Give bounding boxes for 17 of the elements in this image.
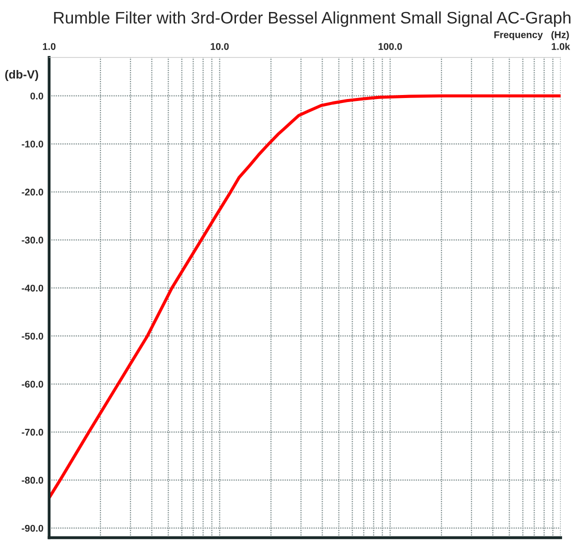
y-tick-label: 0.0 [30, 92, 44, 100]
y-tick-label: -10.0 [22, 140, 44, 148]
y-tick-label: -50.0 [22, 332, 44, 340]
y-tick-label: -90.0 [22, 524, 44, 532]
y-tick-label: -30.0 [22, 236, 44, 244]
x-tick-label: 1.0k [552, 42, 570, 50]
x-axis-title: Frequency (Hz) [494, 31, 569, 40]
y-tick-label: -40.0 [22, 284, 44, 292]
y-tick-label: -20.0 [22, 188, 44, 196]
x-tick-label: 1.0 [42, 43, 56, 50]
y-axis-title: (db-V) [5, 70, 38, 81]
x-tick-label: 100.0 [378, 43, 402, 50]
x-tick-label: 10.0 [210, 43, 229, 50]
y-tick-label: -80.0 [22, 476, 44, 484]
chart-title: Rumble Filter with 3rd-Order Bessel Alignment Small Signal AC-Graph [54, 11, 570, 27]
y-tick-label: -60.0 [22, 380, 44, 388]
y-tick-label: -70.0 [22, 428, 44, 436]
